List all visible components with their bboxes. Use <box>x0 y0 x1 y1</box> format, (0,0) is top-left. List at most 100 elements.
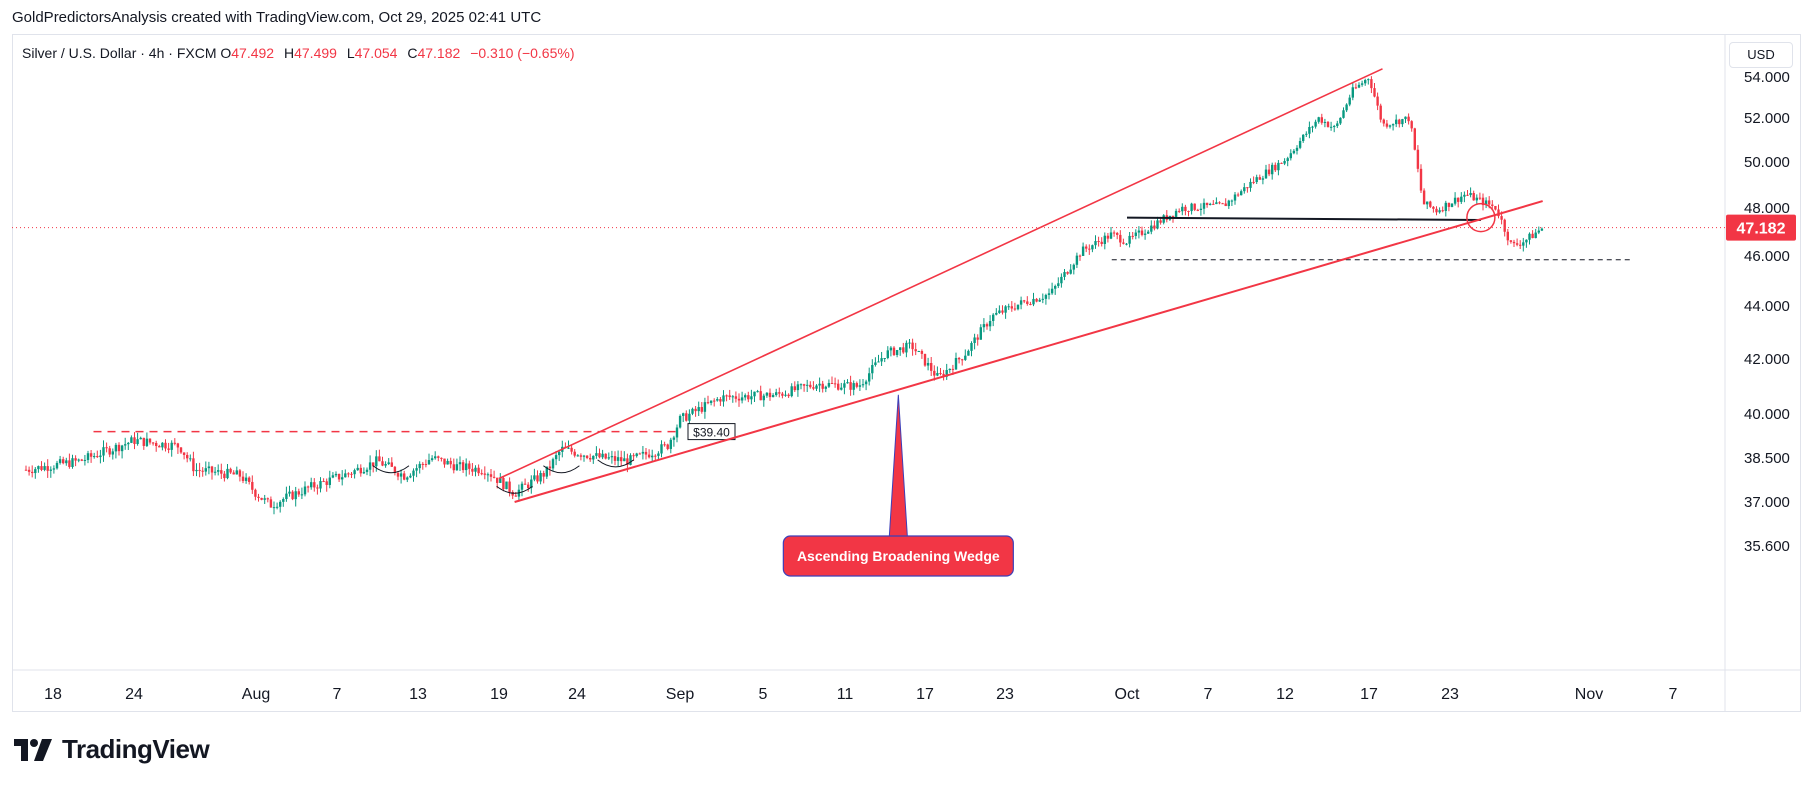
y-tick-label: 40.000 <box>1744 406 1790 423</box>
candle-body <box>1360 83 1364 85</box>
candle-body <box>567 447 570 449</box>
candle-body <box>945 370 948 377</box>
candle-body <box>1060 276 1063 284</box>
candle-body <box>771 395 775 398</box>
candle-body <box>1106 235 1110 239</box>
candle-body <box>40 466 43 470</box>
candle-body <box>1236 194 1240 196</box>
candle-body <box>210 466 214 473</box>
chart-frame[interactable] <box>12 34 1801 712</box>
candle-body <box>399 473 403 477</box>
candle-body <box>1178 210 1181 212</box>
candle-body <box>266 498 269 500</box>
candle-body <box>802 384 806 386</box>
candle-body <box>886 350 889 359</box>
candle-body <box>393 466 397 473</box>
tradingview-logo[interactable]: TradingView <box>14 734 210 765</box>
candle-body <box>316 487 319 489</box>
candle-body <box>1116 232 1119 235</box>
candle-body <box>1193 203 1196 210</box>
y-tick-label: 38.500 <box>1744 450 1790 467</box>
candle-body <box>533 475 536 480</box>
candle-body <box>576 455 579 457</box>
candle-body <box>585 455 589 458</box>
candle-body <box>406 477 409 480</box>
candle-body <box>1261 178 1265 180</box>
candle-body <box>799 384 803 386</box>
candle-body <box>1298 140 1302 148</box>
candle-body <box>1302 134 1305 141</box>
candle-body <box>1246 187 1249 189</box>
candle-body <box>930 362 933 371</box>
candle-body <box>1453 197 1457 204</box>
candle-body <box>957 357 961 360</box>
candle-body <box>1267 169 1271 175</box>
candle-body <box>1153 225 1156 229</box>
candle-body <box>1497 209 1500 217</box>
candle-body <box>1035 298 1038 302</box>
candle-body <box>263 498 266 500</box>
candle-body <box>1426 201 1429 205</box>
candle-body <box>1029 303 1032 305</box>
candle-body <box>747 395 750 400</box>
rounded-bottom-arc <box>543 465 580 474</box>
candle-body <box>204 468 207 472</box>
candle-body <box>1054 285 1057 289</box>
candle-body <box>666 444 669 449</box>
candle-body <box>613 456 617 461</box>
candle-body <box>874 362 877 366</box>
candle-body <box>1240 191 1243 196</box>
candle-body <box>1150 225 1153 232</box>
x-tick-label: 11 <box>837 686 854 703</box>
candle-body <box>1252 181 1255 183</box>
resistance-price-box <box>687 423 736 441</box>
candle-body <box>148 438 152 443</box>
candle-body <box>1373 88 1376 97</box>
candle-body <box>446 460 449 465</box>
candle-body <box>452 464 455 471</box>
candle-body <box>437 456 440 458</box>
candle-body <box>1091 245 1094 250</box>
neckline <box>1126 216 1481 221</box>
candle-body <box>709 400 713 403</box>
candle-body <box>288 491 291 494</box>
candle-body <box>871 365 874 374</box>
candle-body <box>855 383 858 387</box>
candle-body <box>675 427 679 438</box>
candle-body <box>182 452 186 455</box>
candle-body <box>65 460 68 464</box>
candle-body <box>1481 197 1485 206</box>
candle-body <box>43 466 46 470</box>
candle-body <box>480 473 483 475</box>
candle-body <box>623 458 626 462</box>
candle-body <box>1416 149 1420 169</box>
candle-body <box>1308 126 1311 134</box>
candle-body <box>232 472 235 475</box>
candle-body <box>1370 79 1373 89</box>
candle-body <box>1044 294 1048 299</box>
candle-body <box>970 342 973 351</box>
candle-body <box>734 396 738 399</box>
candle-body <box>465 463 468 471</box>
candle-body <box>982 324 986 328</box>
y-tick-label: 44.000 <box>1744 298 1790 315</box>
low-label: L <box>346 45 355 61</box>
low-value: 47.054 <box>354 45 398 61</box>
candle-body <box>356 467 359 471</box>
candle-body <box>424 464 428 466</box>
candle-body <box>319 481 322 489</box>
candle-body <box>756 391 759 393</box>
candle-body <box>468 463 471 469</box>
candle-body <box>502 477 505 490</box>
candle-body <box>706 402 710 404</box>
currency-button[interactable]: USD <box>1729 42 1793 68</box>
candle-body <box>127 442 130 445</box>
candle-body <box>669 439 672 449</box>
candle-body <box>908 342 911 344</box>
candle-body <box>1404 116 1407 120</box>
candle-body <box>235 470 238 475</box>
candle-body <box>539 473 542 482</box>
symbol-name: Silver / U.S. Dollar · 4h · FXCM <box>22 45 217 61</box>
candle-body <box>1258 177 1261 180</box>
